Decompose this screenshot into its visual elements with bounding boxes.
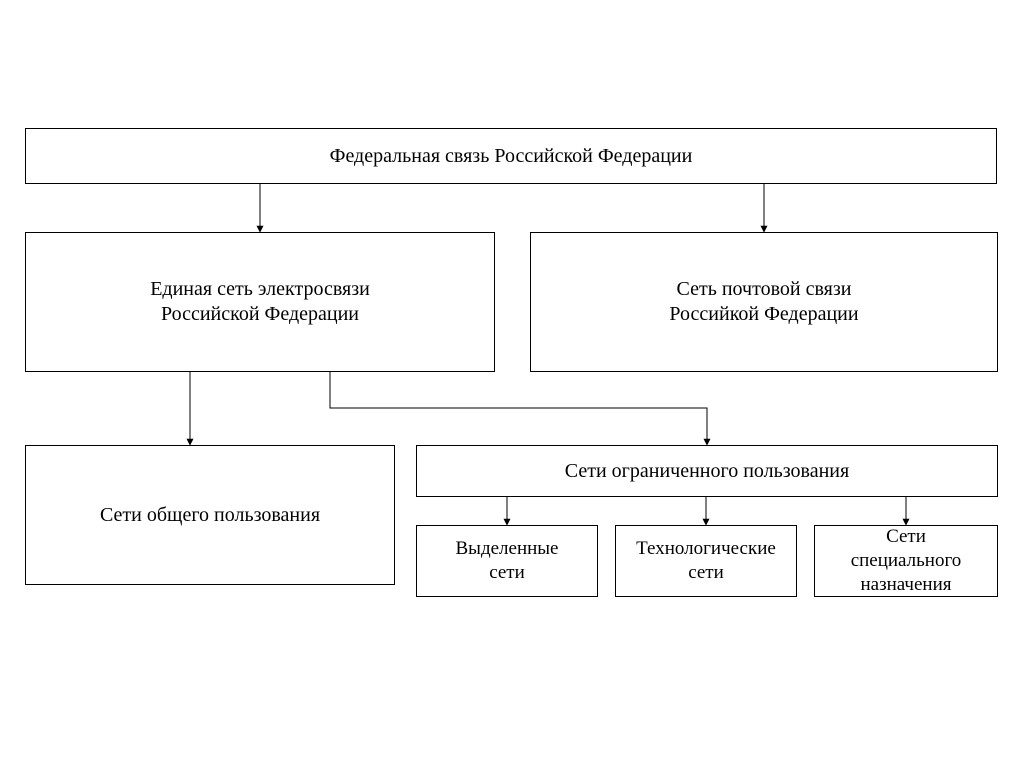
node-postal: Сеть почтовой связи Российкой Федерации	[530, 232, 998, 372]
node-label-dedicated: Выделенные сети	[456, 537, 559, 585]
node-label-limited: Сети ограниченного пользования	[565, 459, 849, 484]
edges-layer	[0, 0, 1024, 768]
node-label-postal: Сеть почтовой связи Российкой Федерации	[669, 277, 858, 327]
node-special: Сети специального назначения	[814, 525, 998, 597]
diagram-canvas: Федеральная связь Российской Федерации Ед…	[0, 0, 1024, 768]
node-limited: Сети ограниченного пользования	[416, 445, 998, 497]
node-label-public: Сети общего пользования	[100, 503, 320, 528]
node-label-tech: Технологические сети	[636, 537, 776, 585]
node-label-unified: Единая сеть электросвязи Российской Феде…	[150, 277, 370, 327]
node-public: Сети общего пользования	[25, 445, 395, 585]
node-unified: Единая сеть электросвязи Российской Феде…	[25, 232, 495, 372]
node-label-special: Сети специального назначения	[851, 525, 962, 596]
node-tech: Технологические сети	[615, 525, 797, 597]
node-label-root: Федеральная связь Российской Федерации	[330, 144, 693, 169]
edge-unified-to-limited	[330, 372, 707, 445]
node-root: Федеральная связь Российской Федерации	[25, 128, 997, 184]
node-dedicated: Выделенные сети	[416, 525, 598, 597]
